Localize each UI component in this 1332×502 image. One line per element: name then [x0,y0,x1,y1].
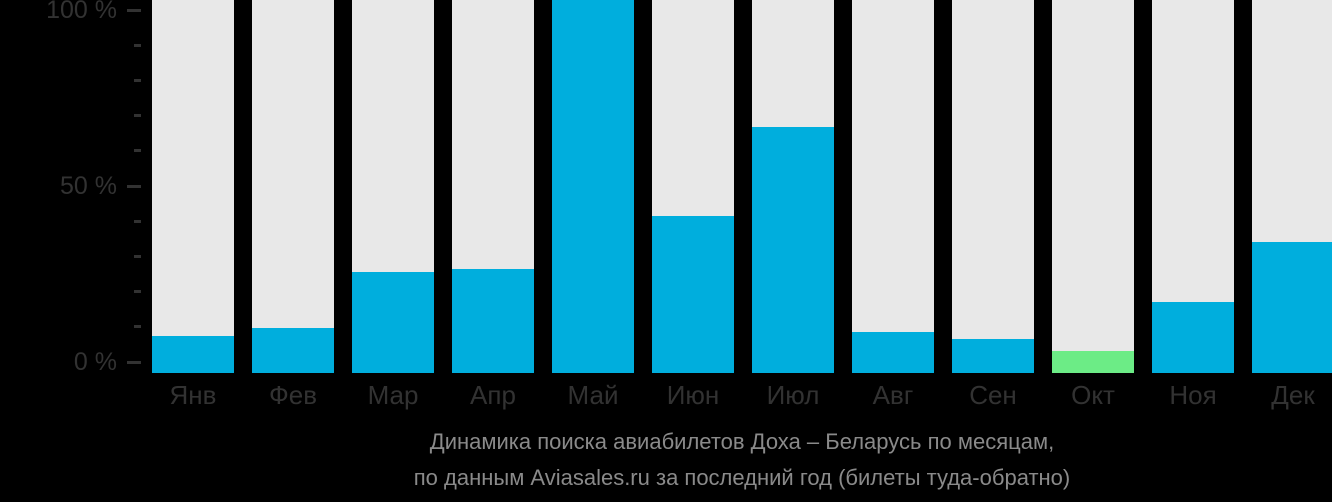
x-axis-label-feb: Фев [268,380,318,410]
y-axis-major-tick [127,8,141,12]
bar-track-jan [152,0,234,373]
y-axis-minor-tick [134,78,141,82]
y-axis: 0 % 50 % 100 % [0,0,152,376]
bar-track-nov [1152,0,1234,373]
y-axis-major-tick [127,360,141,364]
x-axis-label-mar: Мар [367,380,419,410]
y-axis-minor-tick [134,114,141,118]
x-axis-label-may: Май [567,380,619,410]
bar-track-jun [652,0,734,373]
bar-track-aug [852,0,934,373]
bar-track-may [552,0,634,373]
bar-track-jul [752,0,834,373]
bar-jun [652,216,734,373]
y-axis-label: 0 % [73,348,117,376]
y-axis-minor-tick [134,149,141,153]
bar-dec [1252,242,1332,373]
bar-track-mar [352,0,434,373]
y-axis-label: 50 % [60,172,117,200]
bar-jul [752,127,834,373]
bar-track-oct [1052,0,1134,373]
y-axis-minor-tick [134,325,141,329]
y-axis-minor-tick [134,43,141,47]
bar-aug [852,332,934,373]
y-axis-label: 100 % [46,0,117,24]
bar-may [552,0,634,373]
bar-sep [952,339,1034,373]
x-axis-label-oct: Окт [1071,380,1115,410]
bar-nov [1152,302,1234,373]
bar-oct [1052,351,1134,373]
y-axis-minor-tick [134,219,141,223]
x-axis-label-nov: Ноя [1169,380,1217,410]
y-axis-minor-tick [134,254,141,258]
x-axis-label-aug: Авг [872,380,914,410]
x-axis-label-jul: Июл [766,380,820,410]
bar-track-dec [1252,0,1332,373]
bar-feb [252,328,334,373]
bar-track-apr [452,0,534,373]
x-axis-label-jun: Июн [666,380,720,410]
x-axis-label-jan: Янв [169,380,217,410]
bar-jan [152,336,234,373]
chart-subtitle: по данным Aviasales.ru за последний год … [413,465,1071,490]
y-axis-major-tick [127,184,141,188]
bar-track-feb [252,0,334,373]
x-axis-label-dec: Дек [1271,380,1315,410]
x-axis-label-apr: Апр [470,380,516,410]
bar-track-sep [952,0,1034,373]
bar-apr [452,269,534,373]
bar-mar [352,272,434,373]
chart-title: Динамика поиска авиабилетов Доха – Белар… [429,429,1055,454]
x-axis-label-sep: Сен [969,380,1017,410]
y-axis-minor-tick [134,290,141,294]
